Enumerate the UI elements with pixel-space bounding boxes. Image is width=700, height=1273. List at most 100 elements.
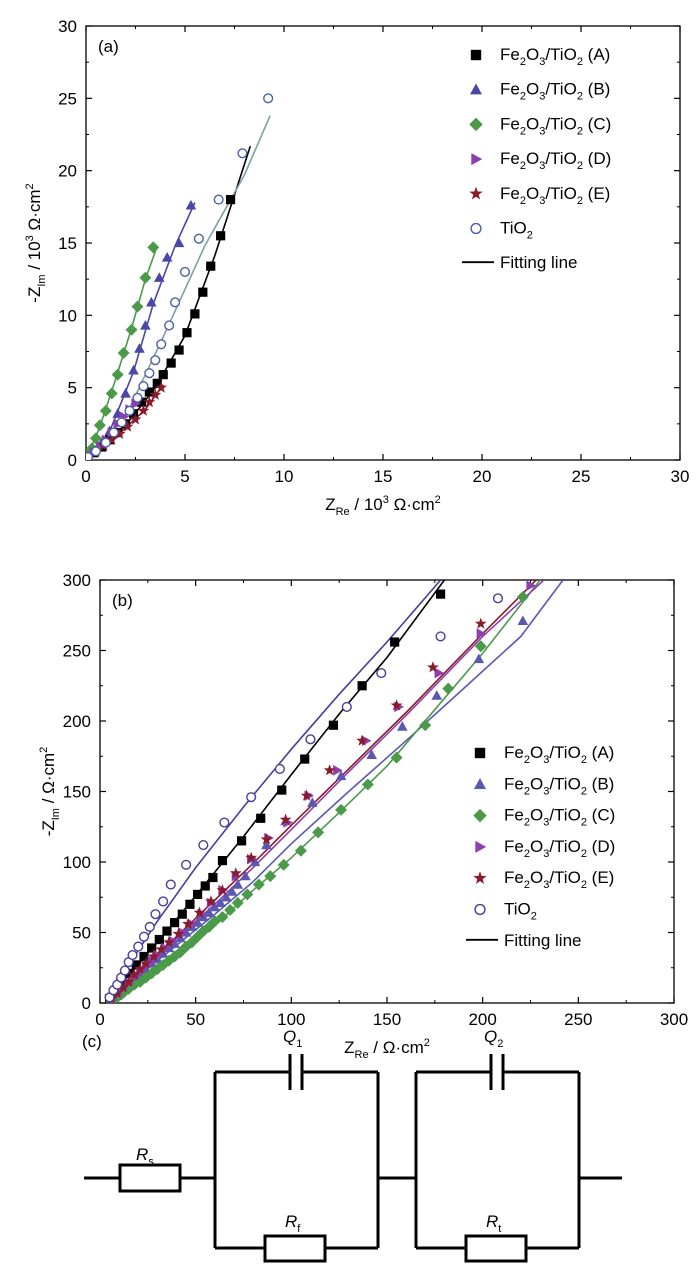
x-axis-title: ZRe / 103 Ω·cm2: [325, 494, 441, 518]
data-point: [246, 792, 257, 803]
data-point: [122, 982, 135, 995]
data-point: [209, 901, 221, 912]
data-point: [185, 899, 195, 909]
data-point: [182, 917, 194, 930]
data-point: [435, 589, 446, 599]
legend-marker: [469, 186, 483, 200]
data-point: [152, 378, 162, 388]
x-tick-label: 20: [473, 467, 492, 486]
data-point: [144, 921, 155, 932]
data-point: [99, 404, 112, 417]
data-point: [147, 950, 160, 962]
data-point: [390, 637, 400, 647]
data-point: [124, 405, 135, 416]
q1-label: Q1: [283, 1027, 302, 1050]
y-tick-label: 150: [63, 783, 91, 802]
data-point: [261, 839, 272, 850]
data-point: [137, 404, 150, 416]
data-point: [147, 943, 157, 953]
data-point: [162, 954, 175, 967]
data-point: [131, 300, 144, 313]
data-point: [476, 628, 487, 639]
data-point: [111, 368, 124, 381]
y-tick-label: 20: [58, 162, 77, 181]
data-point: [157, 958, 170, 971]
data-point: [224, 903, 237, 916]
data-point: [170, 297, 181, 308]
data-point: [333, 765, 343, 776]
data-point: [442, 682, 455, 695]
data-point: [158, 896, 169, 907]
data-point: [149, 388, 162, 400]
data-point: [274, 763, 285, 775]
data-point: [208, 915, 221, 928]
data-point: [128, 968, 141, 980]
data-point: [140, 957, 152, 969]
y-tick-label: 25: [58, 89, 77, 108]
data-point: [307, 797, 318, 807]
data-point: [240, 870, 251, 881]
x-tick-label: 30: [671, 467, 690, 486]
panel-label-c: (c): [82, 1032, 102, 1051]
x-tick-label: 150: [373, 1010, 401, 1029]
data-point: [220, 891, 232, 902]
data-point: [93, 419, 106, 432]
data-point: [139, 971, 152, 984]
data-point: [312, 826, 325, 839]
legend-marker: [474, 747, 486, 759]
legend-marker: [470, 222, 482, 235]
data-point: [356, 734, 368, 746]
data-point: [116, 417, 127, 428]
data-point: [119, 965, 130, 976]
data-point: [138, 381, 149, 392]
y-tick-label: 0: [82, 994, 91, 1013]
data-point: [128, 364, 139, 375]
data-point: [328, 720, 339, 730]
data-point: [158, 370, 168, 380]
data-point: [193, 906, 206, 918]
data-point: [357, 681, 367, 691]
legend-label: TiO2: [500, 219, 533, 242]
y-tick-label: 100: [63, 853, 91, 872]
data-point: [208, 872, 218, 883]
data-point: [172, 927, 185, 939]
data-point: [154, 934, 164, 945]
data-point: [264, 870, 277, 883]
rs-resistor: [118, 1163, 182, 1193]
data-point: [125, 323, 138, 336]
y-tick-label: 300: [63, 571, 91, 590]
data-point: [206, 261, 216, 271]
data-point: [229, 867, 242, 879]
legend-marker: [473, 871, 487, 884]
legend-label: TiO2: [504, 900, 537, 923]
y-tick-label: 15: [58, 234, 77, 253]
nyquist-plot-a: 0 5 10 15 20 25 30 0 5 10 15 20 25 30 ZRe / 103 Ω·cm2 -…: [24, 17, 689, 518]
data-point: [144, 368, 155, 379]
data-point: [100, 437, 111, 448]
panel-label: (a): [98, 37, 119, 56]
y-tick-label: 250: [63, 642, 91, 661]
data-point: [216, 884, 229, 896]
data-point: [300, 754, 310, 764]
data-point: [361, 778, 374, 791]
data-point: [198, 911, 209, 922]
data-point: [164, 320, 175, 331]
x-tick-label: 200: [468, 1010, 496, 1029]
data-point: [105, 433, 118, 445]
y-axis-title: -ZIm / 103 Ω·cm2: [24, 183, 48, 302]
legend-label: Fitting line: [504, 931, 581, 950]
data-point: [153, 272, 165, 282]
data-point: [205, 895, 217, 907]
data-point: [122, 975, 135, 987]
data-point: [138, 931, 150, 942]
rf-label: Rf: [285, 1212, 301, 1235]
data-point: [174, 345, 184, 355]
y-tick-label: 5: [68, 379, 77, 398]
data-point: [252, 878, 265, 891]
rt-resistor: [464, 1234, 528, 1263]
data-point: [140, 319, 151, 330]
y-axis-title: -ZIm / Ω·cm2: [38, 747, 62, 837]
x-tick-label: 250: [564, 1010, 592, 1029]
data-point: [215, 897, 226, 908]
data-point: [279, 813, 292, 825]
